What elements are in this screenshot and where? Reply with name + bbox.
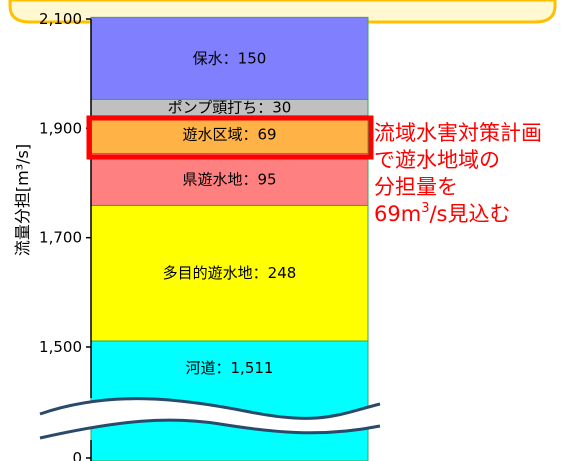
axis-break-line-bottom [39, 418, 381, 440]
segment-label-2: 多目的遊水地：248 [163, 264, 297, 282]
annotation-line-1: 流域水害対策計画 [374, 121, 542, 145]
bar-segment-6 [90, 16, 369, 100]
y-axis-label: 流量分担[m³/s] [13, 144, 32, 256]
y-tick-label-5: 2,100 [39, 10, 82, 28]
top-banner [8, 0, 557, 24]
y-tick-label-2: 1,500 [39, 338, 82, 356]
segment-labels: 河道：1,511 多目的遊水地：248 県遊水地：95 遊水区域：69 ポンプ頭打ち：3… [163, 49, 297, 377]
segment-label-6: 保水：150 [193, 49, 267, 67]
segment-label-5: ポンプ頭打ち：30 [168, 99, 292, 117]
segment-label-1: 河道：1,511 [186, 359, 274, 377]
annotation-line-4-sup: 3 [421, 201, 429, 216]
bar-segments [90, 16, 369, 461]
segment-label-3: 県遊水地：95 [182, 170, 276, 188]
annotation-line-2: で遊水地域の [374, 148, 500, 172]
highlight-box [86, 115, 374, 160]
bar-segment-3 [90, 152, 369, 206]
annotation-line-3: 分担量を [374, 175, 458, 199]
y-tick-label-3: 1,700 [39, 229, 82, 247]
y-tick-label-4: 1,900 [39, 119, 82, 137]
y-ticks: 0 1,500 1,700 1,900 2,100 [39, 10, 91, 461]
y-tick-label-1: 0 [72, 449, 82, 461]
annotation-line-4: 69m3/s見込む [374, 201, 511, 226]
segment-label-4: 遊水区域：69 [182, 126, 276, 144]
annotation-line-4-suffix: /s見込む [429, 202, 510, 226]
axis-break-fill [40, 398, 380, 438]
bar-segment-2 [90, 204, 369, 342]
bar-segment-4 [90, 115, 369, 154]
annotation-line-4-prefix: 69m [374, 202, 421, 226]
axis-break-line-top [39, 397, 381, 420]
